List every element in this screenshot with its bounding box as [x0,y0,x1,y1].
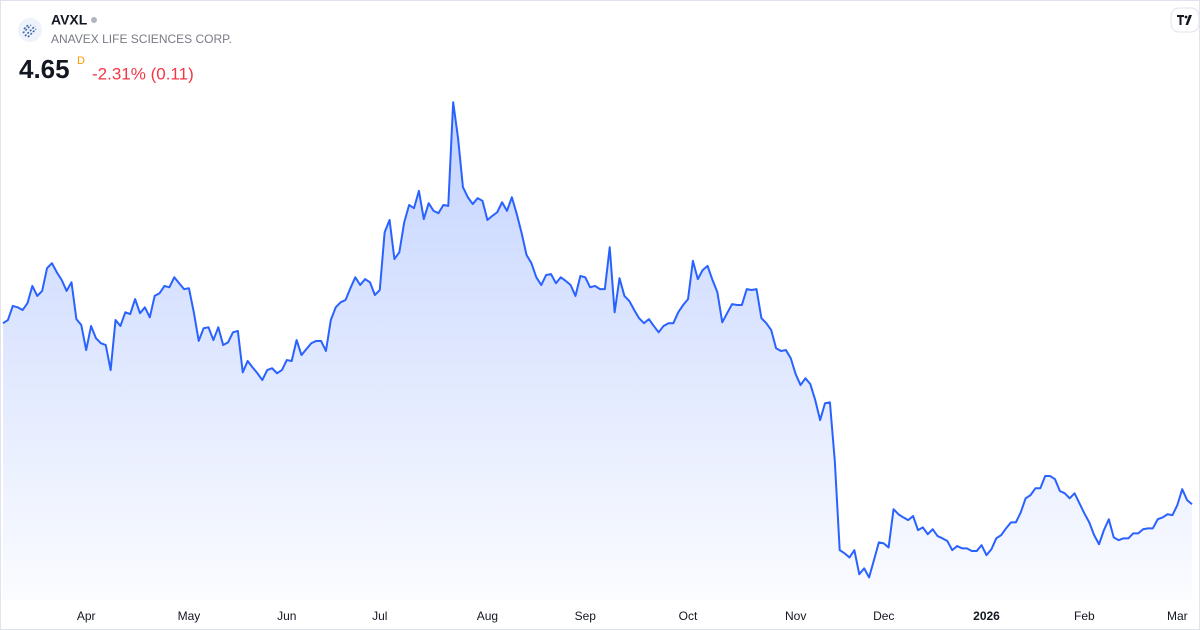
x-tick-label: Sep [575,609,597,623]
x-tick-label: Oct [679,609,698,623]
company-name: ANAVEX LIFE SCIENCES CORP. [51,32,232,46]
change: -2.31% (0.11) [92,64,194,83]
price-line [2,101,1193,579]
symbol: AVXL [51,12,88,28]
plot: Apr May Jun Jul Aug Sep Oct Nov Dec 2026 Feb Mar [2,101,1193,623]
x-tick-label: Mar [1167,609,1188,623]
interval: D [77,55,85,67]
logo [18,18,42,42]
area-fill [3,102,1192,600]
x-tick-label: Feb [1074,609,1095,623]
x-tick-label: 2026 [973,609,1000,623]
x-tick-label: Aug [477,609,498,623]
x-tick-label: May [178,609,201,623]
x-tick-label: Dec [873,609,894,623]
brand-logo [1170,7,1200,33]
price: 4.65 [19,54,70,84]
x-tick-label: Nov [785,609,806,623]
x-tick-label: Jun [277,609,296,623]
x-tick-label: Jul [372,609,387,623]
status-dot [91,17,97,23]
x-tick-label: Apr [77,609,96,623]
